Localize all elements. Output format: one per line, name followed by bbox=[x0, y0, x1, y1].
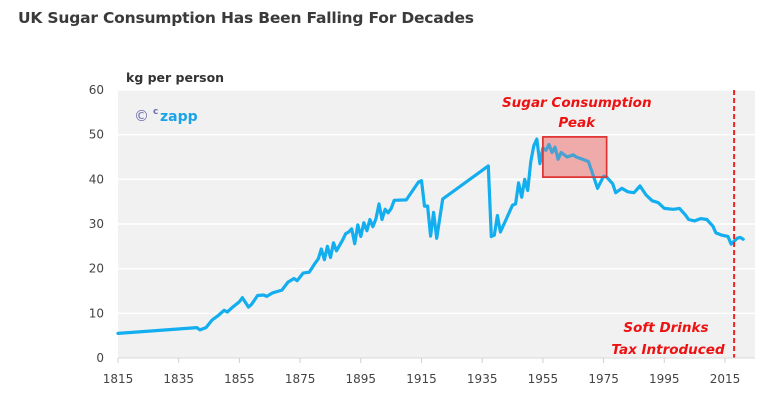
x-tick-label: 1895 bbox=[346, 372, 377, 386]
x-tick-label: 1935 bbox=[467, 372, 498, 386]
x-axis: 1815 1835 1855 1875 1895 1915 1935 1955 1975 1995… bbox=[103, 358, 741, 386]
series-group bbox=[116, 137, 745, 335]
peak-annotation-text: Sugar Consumption bbox=[502, 95, 652, 111]
watermark-text: zapp bbox=[160, 109, 198, 125]
y-tick-label: 10 bbox=[89, 306, 104, 320]
x-tick-label: 1975 bbox=[588, 372, 619, 386]
series-line bbox=[116, 137, 745, 335]
x-tick-label: 1995 bbox=[649, 372, 680, 386]
watermark-sup: c bbox=[153, 107, 158, 117]
czapp-watermark: © c zapp bbox=[134, 107, 198, 125]
x-tick-label: 1855 bbox=[224, 372, 255, 386]
y-tick-label: 50 bbox=[89, 128, 104, 142]
y-tick-label: 20 bbox=[89, 262, 104, 276]
x-tick-label: 1955 bbox=[528, 372, 559, 386]
y-axis: 0 10 20 30 40 50 60 bbox=[89, 83, 755, 365]
gridlines bbox=[118, 89, 755, 315]
peak-annotation-text: Peak bbox=[558, 115, 596, 131]
y-tick-label: 60 bbox=[89, 83, 104, 97]
tax-annotation-text: Tax Introduced bbox=[611, 342, 725, 358]
annotations: Sugar Consumption Peak Soft Drinks Tax Intr… bbox=[502, 95, 725, 358]
peak-box-overlay bbox=[542, 136, 608, 178]
x-tick-label: 2015 bbox=[710, 372, 741, 386]
x-tick-label: 1875 bbox=[285, 372, 316, 386]
chart-title: UK Sugar Consumption Has Been Falling Fo… bbox=[18, 9, 474, 27]
tax-annotation-text: Soft Drinks bbox=[623, 320, 708, 336]
y-tick-label: 40 bbox=[89, 172, 104, 186]
y-axis-label: kg per person bbox=[126, 70, 224, 85]
y-tick-label: 0 bbox=[96, 351, 104, 365]
y-tick-label: 30 bbox=[89, 217, 104, 231]
x-tick-label: 1915 bbox=[406, 372, 437, 386]
x-tick-label: 1835 bbox=[163, 372, 194, 386]
x-tick-label: 1815 bbox=[103, 372, 134, 386]
copyright-icon: © bbox=[134, 107, 149, 125]
